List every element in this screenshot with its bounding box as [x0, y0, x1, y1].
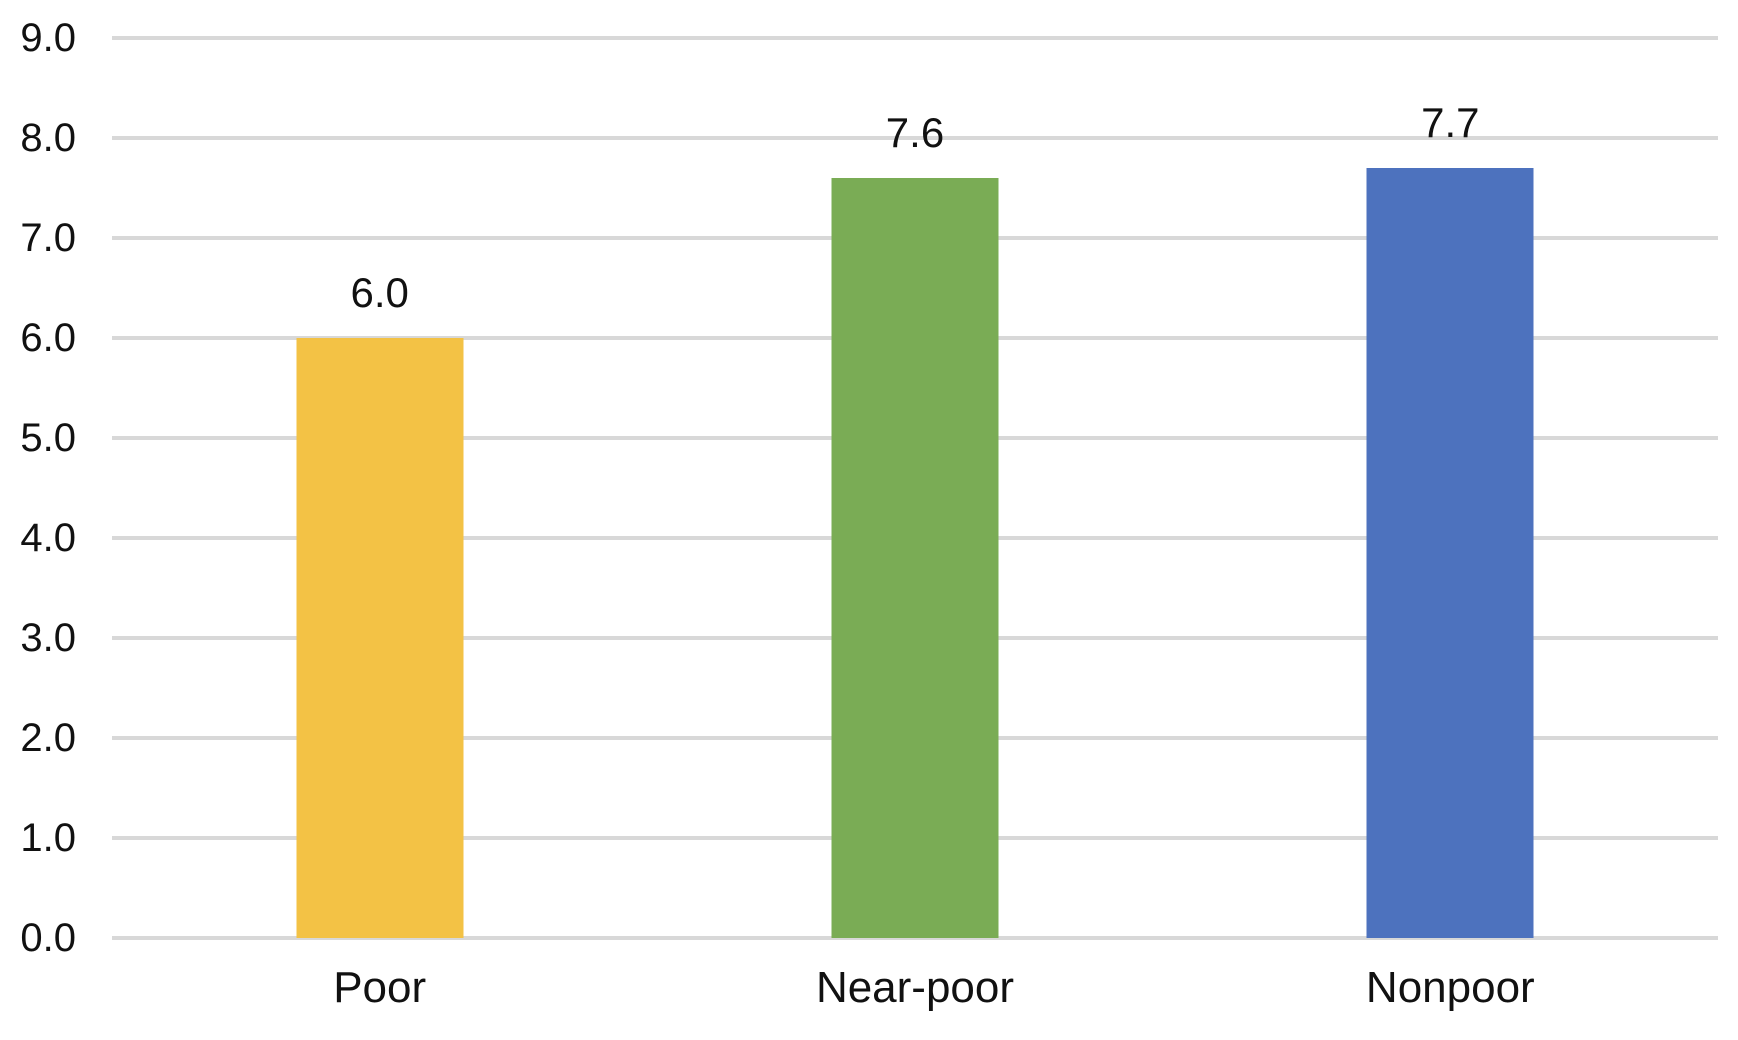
bar-nonpoor	[1366, 168, 1534, 938]
category-label-nonpoor: Nonpoor	[1365, 963, 1535, 1012]
data-label-near-poor: 7.6	[885, 109, 945, 156]
bar-poor	[296, 338, 464, 938]
bar-group-nonpoor: 7.7	[1183, 38, 1718, 938]
y-tick-label-8.0: 8.0	[20, 116, 76, 160]
x-axis-category-labels: Poor Near-poor Nonpoor	[112, 960, 1718, 1016]
gridline-0.0	[112, 936, 1718, 940]
y-tick-label-5.0: 5.0	[20, 416, 76, 460]
bar-group-poor: 6.0	[112, 38, 647, 938]
category-label-poor: Poor	[333, 963, 427, 1012]
y-tick-label-7.0: 7.0	[20, 216, 76, 260]
y-tick-label-1.0: 1.0	[20, 816, 76, 860]
y-tick-label-9.0: 9.0	[20, 16, 76, 60]
y-tick-label-4.0: 4.0	[20, 516, 76, 560]
data-label-poor: 6.0	[350, 269, 409, 316]
gridline-8.0	[112, 136, 1718, 140]
category-label-near-poor: Near-poor	[815, 963, 1015, 1012]
y-tick-label-2.0: 2.0	[20, 716, 76, 760]
plot-area: 6.0 7.6 7.7	[112, 38, 1718, 938]
bar-group-near-poor: 7.6	[647, 38, 1182, 938]
bar-near-poor	[831, 178, 999, 938]
y-tick-label-6.0: 6.0	[20, 316, 76, 360]
gridline-9.0	[112, 36, 1718, 40]
y-tick-label-3.0: 3.0	[20, 616, 76, 660]
data-label-nonpoor: 7.7	[1421, 99, 1480, 146]
y-tick-label-0.0: 0.0	[20, 916, 76, 960]
